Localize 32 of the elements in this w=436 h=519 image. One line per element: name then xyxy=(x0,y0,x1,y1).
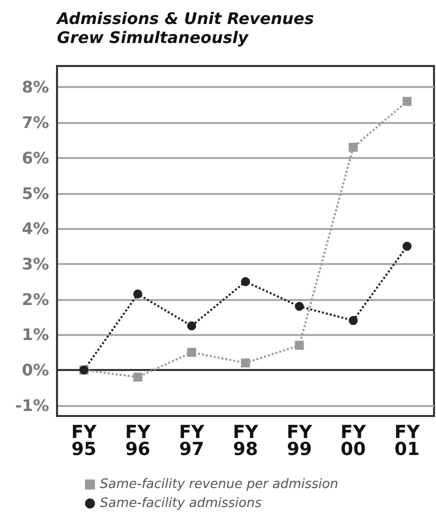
x-tick-label: FY 99 xyxy=(286,422,313,460)
x-tick-label: FY 00 xyxy=(340,422,367,460)
point xyxy=(133,372,142,382)
point xyxy=(294,340,304,350)
point xyxy=(402,242,412,251)
point xyxy=(241,277,250,286)
point xyxy=(187,348,196,357)
x-tick-label: FY 97 xyxy=(178,422,206,460)
chart-title: Admissions & Unit Revenues Grew Simultaneously xyxy=(55,9,314,47)
y-tick-label: 3% xyxy=(22,254,49,274)
y-tick-label: 7% xyxy=(22,113,49,132)
point xyxy=(133,290,142,299)
y-tick-label: 2% xyxy=(22,290,49,309)
x-tick-label: FY 98 xyxy=(232,422,260,460)
legend-label: Same-facility revenue per admission xyxy=(100,477,338,492)
point xyxy=(187,321,196,330)
x-tick-label: FY 95 xyxy=(71,422,98,460)
y-tick-label: 6% xyxy=(22,148,49,168)
legend-label: Same-facility admissions xyxy=(100,496,262,511)
point xyxy=(294,302,304,311)
y-tick-label: -1% xyxy=(15,396,49,415)
point xyxy=(348,142,358,152)
y-tick-label: 8% xyxy=(22,78,49,97)
y-tick-label: 5% xyxy=(22,184,49,203)
y-tick-label: 1% xyxy=(22,325,49,344)
point xyxy=(241,358,250,368)
x-tick-label: FY 96 xyxy=(125,422,152,460)
y-tick-label: 4% xyxy=(22,219,49,238)
x-tick-label: FY 01 xyxy=(394,422,421,460)
y-tick-label: 0% xyxy=(22,360,49,380)
point xyxy=(402,96,412,106)
point xyxy=(348,316,358,326)
